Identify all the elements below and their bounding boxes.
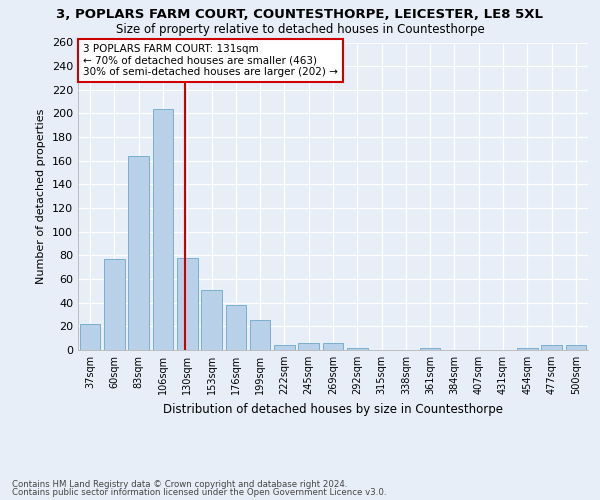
Bar: [323, 343, 343, 350]
Bar: [201, 290, 222, 350]
Text: 3, POPLARS FARM COURT, COUNTESTHORPE, LEICESTER, LE8 5XL: 3, POPLARS FARM COURT, COUNTESTHORPE, LE…: [56, 8, 544, 20]
Bar: [250, 320, 271, 350]
X-axis label: Distribution of detached houses by size in Countesthorpe: Distribution of detached houses by size …: [163, 402, 503, 415]
Text: 3 POPLARS FARM COURT: 131sqm
← 70% of detached houses are smaller (463)
30% of s: 3 POPLARS FARM COURT: 131sqm ← 70% of de…: [83, 44, 338, 77]
Bar: [541, 346, 562, 350]
Bar: [420, 348, 440, 350]
Text: Contains public sector information licensed under the Open Government Licence v3: Contains public sector information licen…: [12, 488, 386, 497]
Bar: [226, 305, 246, 350]
Bar: [566, 346, 586, 350]
Bar: [128, 156, 149, 350]
Bar: [274, 346, 295, 350]
Bar: [80, 324, 100, 350]
Y-axis label: Number of detached properties: Number of detached properties: [37, 108, 46, 284]
Bar: [347, 348, 368, 350]
Bar: [298, 343, 319, 350]
Bar: [177, 258, 197, 350]
Text: Size of property relative to detached houses in Countesthorpe: Size of property relative to detached ho…: [116, 22, 484, 36]
Bar: [517, 348, 538, 350]
Bar: [152, 108, 173, 350]
Bar: [104, 259, 125, 350]
Text: Contains HM Land Registry data © Crown copyright and database right 2024.: Contains HM Land Registry data © Crown c…: [12, 480, 347, 489]
